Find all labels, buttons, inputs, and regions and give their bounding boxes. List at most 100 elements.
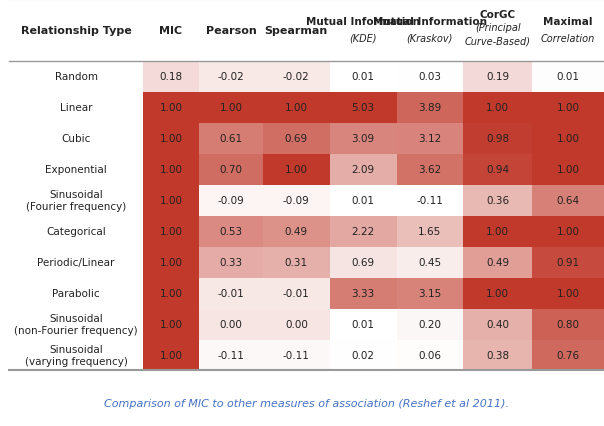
Bar — [263, 340, 330, 371]
Bar — [330, 185, 396, 216]
Text: 0.49: 0.49 — [486, 258, 509, 268]
Text: 0.49: 0.49 — [285, 227, 308, 236]
Text: 1.00: 1.00 — [159, 196, 182, 206]
Text: 0.01: 0.01 — [352, 72, 374, 82]
Text: 0.33: 0.33 — [220, 258, 243, 268]
Text: -0.11: -0.11 — [283, 350, 310, 360]
Bar — [330, 278, 396, 309]
Bar — [463, 278, 532, 309]
Text: Mutual Information: Mutual Information — [373, 17, 487, 26]
Bar — [143, 93, 199, 124]
Text: -0.01: -0.01 — [283, 288, 310, 298]
Text: -0.11: -0.11 — [416, 196, 443, 206]
Text: (Kraskov): (Kraskov) — [406, 34, 453, 43]
Text: -0.01: -0.01 — [218, 288, 245, 298]
Bar — [330, 309, 396, 340]
Bar — [532, 124, 604, 155]
Text: 0.69: 0.69 — [352, 258, 374, 268]
Bar — [532, 93, 604, 124]
Text: (KDE): (KDE) — [349, 34, 377, 43]
Bar — [143, 155, 199, 185]
Text: 1.00: 1.00 — [159, 320, 182, 329]
Text: 1.65: 1.65 — [418, 227, 442, 236]
Text: Random: Random — [54, 72, 97, 82]
Text: 1.00: 1.00 — [159, 134, 182, 144]
Text: Categorical: Categorical — [46, 227, 106, 236]
Text: 0.40: 0.40 — [486, 320, 509, 329]
Text: 0.64: 0.64 — [556, 196, 580, 206]
Text: -0.11: -0.11 — [217, 350, 245, 360]
Bar — [199, 278, 263, 309]
Bar — [263, 247, 330, 278]
Text: 0.00: 0.00 — [220, 320, 243, 329]
Text: 2.22: 2.22 — [352, 227, 374, 236]
Bar — [396, 216, 463, 247]
Bar — [263, 155, 330, 185]
Text: 1.00: 1.00 — [556, 165, 580, 175]
Text: Comparison of MIC to other measures of association (Reshef et al 2011).: Comparison of MIC to other measures of a… — [104, 397, 509, 408]
Bar — [396, 62, 463, 93]
Text: 3.33: 3.33 — [352, 288, 374, 298]
Text: 0.00: 0.00 — [285, 320, 308, 329]
Bar — [396, 185, 463, 216]
Text: Cubic: Cubic — [62, 134, 91, 144]
Text: 1.00: 1.00 — [159, 288, 182, 298]
Text: -0.09: -0.09 — [218, 196, 245, 206]
Bar — [330, 155, 396, 185]
Bar — [263, 93, 330, 124]
Bar — [463, 216, 532, 247]
Text: 1.00: 1.00 — [556, 227, 580, 236]
Bar — [463, 155, 532, 185]
Bar — [263, 124, 330, 155]
Text: 1.00: 1.00 — [159, 165, 182, 175]
Bar — [532, 247, 604, 278]
Bar — [143, 309, 199, 340]
Text: 5.03: 5.03 — [352, 103, 374, 113]
Text: Sinusoidal
(non-Fourier frequency): Sinusoidal (non-Fourier frequency) — [14, 314, 138, 335]
Text: 0.36: 0.36 — [486, 196, 509, 206]
Bar — [199, 185, 263, 216]
Bar — [396, 93, 463, 124]
Bar — [199, 340, 263, 371]
Text: 1.00: 1.00 — [159, 350, 182, 360]
Bar — [532, 155, 604, 185]
Text: Maximal: Maximal — [544, 17, 593, 26]
Bar — [463, 185, 532, 216]
Bar — [263, 62, 330, 93]
Text: Sinusoidal
(varying frequency): Sinusoidal (varying frequency) — [25, 344, 127, 366]
Text: Linear: Linear — [60, 103, 92, 113]
Text: -0.02: -0.02 — [218, 72, 245, 82]
Text: 0.91: 0.91 — [556, 258, 580, 268]
Bar — [143, 216, 199, 247]
Text: 1.00: 1.00 — [220, 103, 243, 113]
Text: 0.76: 0.76 — [556, 350, 580, 360]
Bar — [143, 247, 199, 278]
Bar — [199, 247, 263, 278]
Bar — [463, 124, 532, 155]
Bar — [199, 124, 263, 155]
Text: Sinusoidal
(Fourier frequency): Sinusoidal (Fourier frequency) — [26, 190, 126, 212]
Text: 0.69: 0.69 — [285, 134, 308, 144]
Bar — [532, 185, 604, 216]
Text: 1.00: 1.00 — [285, 165, 308, 175]
Text: Pearson: Pearson — [206, 26, 257, 36]
Text: Curve-Based): Curve-Based) — [464, 36, 531, 46]
Bar — [199, 216, 263, 247]
Bar — [199, 93, 263, 124]
Text: 1.00: 1.00 — [556, 134, 580, 144]
Text: Mutual Information: Mutual Information — [306, 17, 420, 26]
Text: Correlation: Correlation — [541, 34, 595, 43]
Text: 0.80: 0.80 — [556, 320, 580, 329]
Bar — [263, 216, 330, 247]
Bar — [143, 185, 199, 216]
Bar — [463, 340, 532, 371]
Bar — [199, 155, 263, 185]
Bar — [330, 124, 396, 155]
Bar — [463, 309, 532, 340]
Bar — [330, 62, 396, 93]
Text: 0.19: 0.19 — [486, 72, 509, 82]
Text: 0.01: 0.01 — [352, 196, 374, 206]
Bar — [532, 340, 604, 371]
Bar — [330, 340, 396, 371]
Text: 1.00: 1.00 — [285, 103, 308, 113]
